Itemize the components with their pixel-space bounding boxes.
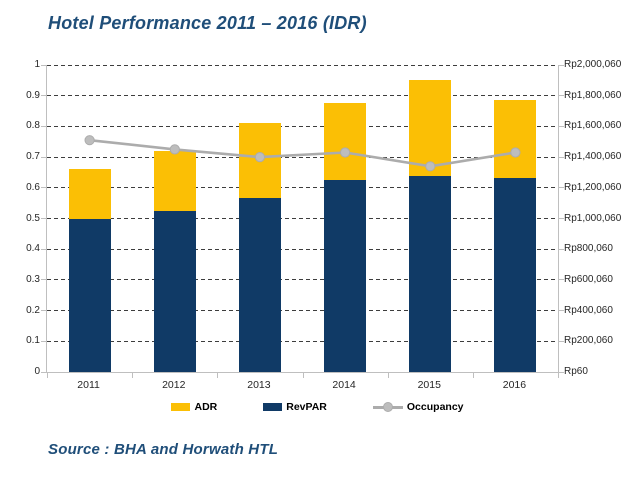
right-axis-tick [559, 248, 564, 250]
left-axis-label: 0.6 [26, 181, 40, 193]
occupancy-line-layer [84, 135, 521, 172]
left-axis-tick [41, 64, 46, 66]
left-axis-tick [41, 95, 46, 97]
left-axis-tick [41, 279, 46, 281]
gridline [47, 125, 558, 127]
plot-area [41, 64, 564, 378]
bar-revpar-2014 [324, 179, 367, 372]
right-axis-label: Rp60 [564, 366, 588, 377]
right-axis-tick [559, 371, 564, 373]
right-axis-label: Rp800,060 [564, 243, 613, 255]
x-axis-labels: 2011 2012 2013 2014 2015 2016 [46, 379, 557, 393]
occupancy-point-2014 [340, 147, 351, 158]
legend: ADR RevPAR Occupancy [0, 398, 635, 416]
right-axis-label: Rp600,060 [564, 273, 613, 285]
gridline [47, 187, 558, 189]
right-axis-tick [559, 187, 564, 189]
right-axis-label: Rp1,000,060 [564, 212, 622, 224]
x-axis-label-2013: 2013 [247, 379, 271, 391]
right-axis-label: Rp200,060 [564, 335, 613, 347]
right-axis-label: Rp1,600,060 [564, 120, 622, 132]
x-axis-tick [217, 373, 219, 378]
adr-swatch-icon [171, 403, 191, 411]
gridline [47, 156, 558, 158]
right-axis-tick [559, 279, 564, 281]
left-axis-label: 0 [34, 366, 40, 377]
x-axis-tick [387, 373, 389, 378]
bar-revpar-2013 [238, 197, 281, 372]
left-axis-tick [41, 340, 46, 342]
revpar-swatch-icon [263, 403, 283, 411]
occupancy-line-marker-icon [372, 402, 403, 412]
occupancy-line [89, 138, 516, 168]
left-axis-tick [41, 187, 46, 189]
gridline [47, 95, 558, 97]
right-axis-label: Rp400,060 [564, 304, 613, 316]
bar-revpar-2016 [494, 177, 537, 372]
right-axis-tick [559, 64, 564, 66]
occupancy-point-2012 [169, 144, 180, 155]
chart-title: Hotel Performance 2011 – 2016 (IDR) [48, 13, 367, 33]
right-axis-tick [559, 95, 564, 97]
right-axis-label: Rp2,000,060 [564, 59, 622, 70]
x-axis-label-2012: 2012 [162, 379, 186, 391]
legend-item-occupancy: Occupancy [372, 401, 464, 413]
gridline [47, 248, 558, 250]
legend-label-adr: ADR [194, 401, 218, 413]
left-axis-tick [41, 125, 46, 127]
gridline [47, 340, 558, 342]
x-axis-tick [472, 373, 474, 378]
occupancy-marker-icon [382, 402, 393, 412]
left-axis-labels: 1 0.9 0.8 0.7 0.6 0.5 0.4 0.3 0.2 0.1 0 [0, 59, 40, 377]
right-axis-label: Rp1,200,060 [564, 181, 622, 193]
gridline [47, 279, 558, 281]
right-axis-tick [559, 310, 564, 312]
bar-revpar-2011 [68, 218, 111, 372]
left-axis-label: 0.9 [26, 89, 40, 101]
x-axis-label-2011: 2011 [77, 379, 100, 391]
right-axis-labels: Rp2,000,060 Rp1,800,060 Rp1,600,060 Rp1,400… [564, 59, 634, 377]
legend-label-revpar: RevPAR [286, 401, 327, 413]
right-axis-tick [559, 340, 564, 342]
left-axis-tick [41, 248, 46, 250]
left-axis-tick [41, 310, 46, 312]
x-axis-tick [47, 373, 48, 378]
occupancy-point-2015 [425, 161, 436, 172]
x-axis-label-2014: 2014 [332, 379, 356, 391]
left-axis-label: 0.2 [26, 304, 40, 316]
occupancy-point-2011 [84, 135, 95, 146]
right-axis-tick [559, 218, 564, 219]
left-axis-label: 0.5 [26, 212, 40, 224]
legend-item-revpar: RevPAR [263, 401, 327, 413]
gridline [47, 218, 558, 219]
right-axis-tick [559, 125, 564, 127]
left-axis-label: 0.7 [26, 151, 40, 163]
left-axis-label: 0.3 [26, 273, 40, 285]
gridline [47, 310, 558, 312]
right-axis-label: Rp1,800,060 [564, 89, 622, 101]
right-axis-label: Rp1,400,060 [564, 151, 622, 163]
x-axis-tick [302, 373, 304, 378]
right-axis-tick [559, 156, 564, 158]
left-axis-label: 0.4 [26, 243, 40, 255]
bar-revpar-2012 [153, 210, 196, 372]
bar-revpar-2015 [409, 176, 452, 372]
legend-item-adr: ADR [171, 401, 217, 413]
left-axis-tick [41, 156, 46, 158]
x-axis-label-2016: 2016 [502, 379, 527, 391]
left-axis-label: 0.1 [26, 335, 40, 347]
left-axis-tick [41, 218, 46, 219]
left-axis-label: 0.8 [26, 120, 40, 132]
x-axis-label-2015: 2015 [417, 379, 441, 391]
left-axis-label: 1 [34, 59, 40, 70]
x-axis-tick [558, 373, 559, 378]
source-note: Source : BHA and Horwath HTL [48, 441, 279, 458]
legend-label-occupancy: Occupancy [406, 401, 464, 413]
x-axis-tick [132, 373, 134, 378]
occupancy-point-2016 [510, 147, 521, 158]
gridline [47, 64, 558, 66]
occupancy-point-2013 [254, 152, 265, 163]
left-axis-tick [41, 371, 46, 373]
